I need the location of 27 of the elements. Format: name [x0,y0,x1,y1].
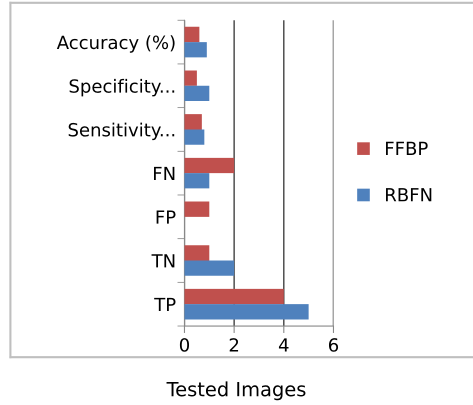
x-tick-label: 6 [328,338,338,352]
legend-label: RBFN [386,188,432,202]
bar [184,202,210,217]
y-tick-label: FN [154,166,174,180]
x-axis-title: Tested Images [166,381,306,400]
bar [184,304,309,320]
legend-label: FFBP [386,142,428,155]
x-tick-label: 2 [230,338,238,352]
bar [184,114,202,130]
x-tick-label: 0 [180,338,190,352]
y-tick-label: TP [154,298,176,312]
x-tick-label: 4 [278,338,289,352]
bar [184,86,210,102]
bar [184,260,234,276]
y-tick-label: Sensitivity... [68,122,174,140]
bar [184,26,200,42]
bar [184,245,210,260]
bar [184,173,210,188]
bar [184,42,207,58]
bar [184,158,234,174]
y-tick-label: FP [156,210,176,224]
bar [184,129,204,145]
y-tick-label: Specificity... [70,78,174,96]
bar [184,70,197,86]
y-tick-label: TN [152,254,174,268]
bar [184,288,284,304]
y-tick-label: Accuracy (%) [56,35,175,53]
